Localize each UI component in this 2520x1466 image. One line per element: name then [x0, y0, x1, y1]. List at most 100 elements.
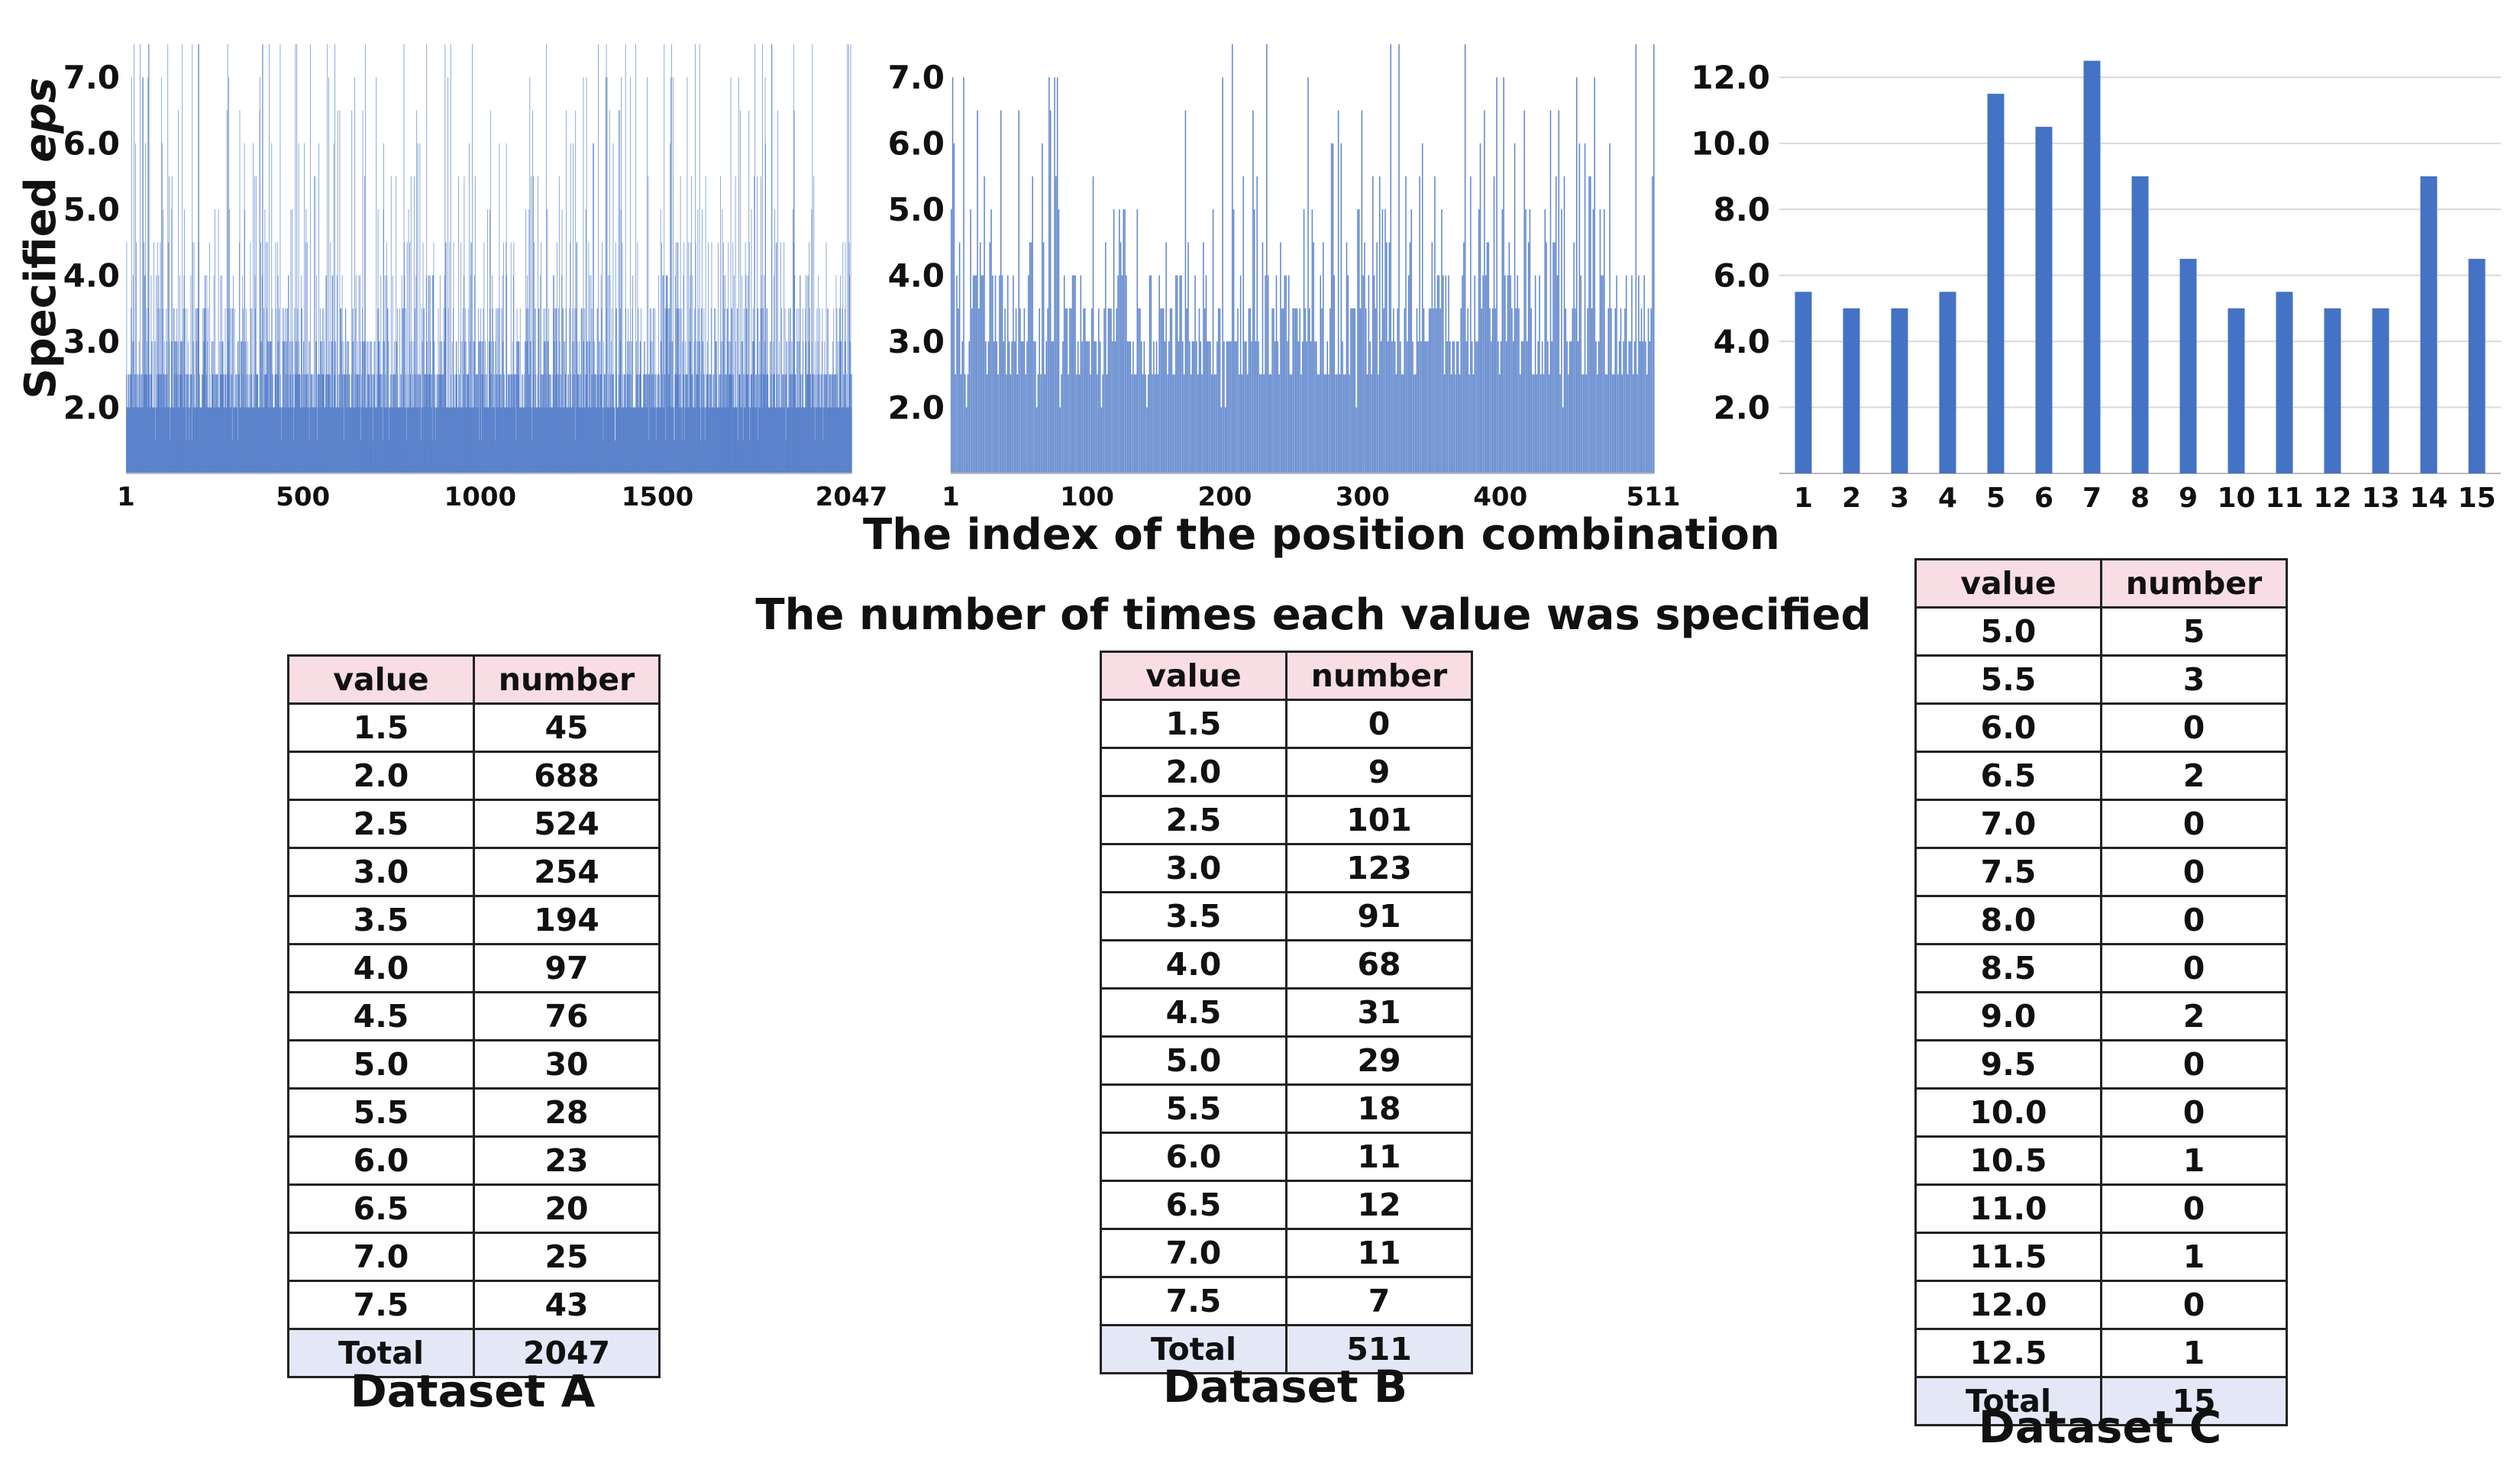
bar	[743, 374, 745, 473]
bar	[519, 407, 521, 473]
table-row: 3.0 254	[287, 847, 661, 897]
bar	[778, 374, 780, 473]
bar	[508, 407, 509, 473]
bar	[250, 242, 251, 473]
bar	[1256, 176, 1258, 474]
bar	[160, 374, 162, 473]
bar	[442, 374, 444, 473]
number-cell: 7	[1285, 1276, 1473, 1326]
bar	[1029, 242, 1031, 473]
bar	[432, 275, 434, 473]
bar	[519, 308, 521, 473]
bar	[305, 209, 307, 473]
bar	[189, 374, 190, 473]
bar	[577, 341, 578, 473]
bar	[1044, 374, 1046, 473]
bar	[1242, 176, 1244, 474]
bar	[538, 407, 539, 473]
bar	[489, 209, 490, 473]
bar	[725, 407, 727, 473]
bar	[496, 374, 498, 473]
bar	[409, 341, 411, 473]
bar	[620, 209, 622, 473]
bar	[522, 407, 523, 473]
bar	[977, 110, 978, 473]
bar	[473, 341, 474, 473]
bar	[712, 407, 714, 473]
bar	[1523, 110, 1525, 473]
bar	[1267, 275, 1269, 473]
bar	[1572, 308, 1574, 473]
bar	[633, 407, 635, 473]
bar	[675, 242, 677, 473]
bar	[737, 308, 738, 473]
bar	[630, 77, 632, 474]
bar	[438, 374, 439, 473]
bar	[587, 341, 588, 473]
bar	[381, 407, 383, 473]
bar	[292, 374, 293, 473]
bar	[503, 374, 505, 473]
bar	[1649, 341, 1651, 473]
bar	[417, 374, 418, 473]
bar	[252, 407, 254, 473]
bar	[809, 308, 811, 473]
bar	[1190, 374, 1192, 473]
bar	[405, 440, 407, 473]
bar	[1534, 275, 1536, 473]
bar	[178, 110, 179, 473]
bar	[691, 374, 693, 473]
bar	[436, 407, 438, 473]
bar	[180, 341, 182, 473]
bar	[1653, 44, 1655, 473]
bar	[1058, 209, 1060, 473]
bar	[237, 341, 239, 473]
bar	[696, 374, 697, 473]
value-cell: 7.5	[1914, 847, 2102, 897]
bar	[293, 440, 294, 473]
bar	[692, 407, 693, 473]
bar	[429, 275, 431, 473]
bar	[1616, 275, 1617, 473]
value-cell: 5.5	[1914, 654, 2102, 705]
bar	[1161, 308, 1163, 473]
bar	[1013, 341, 1016, 473]
bar	[506, 407, 508, 473]
bar	[749, 407, 751, 473]
bar	[674, 440, 675, 473]
bar	[1176, 275, 1178, 473]
bar	[1539, 275, 1540, 473]
bar	[418, 374, 419, 473]
bar	[1169, 308, 1171, 473]
bar	[462, 308, 464, 473]
bar	[826, 374, 827, 473]
bar	[454, 374, 455, 473]
bar	[458, 176, 459, 474]
bar	[567, 374, 568, 473]
bar	[305, 242, 306, 473]
bar	[1435, 308, 1437, 473]
bar	[164, 341, 165, 473]
bar	[587, 407, 589, 473]
bar	[430, 341, 431, 473]
bar	[1142, 374, 1144, 473]
bar	[2228, 308, 2245, 473]
y-tick-label: 4.0	[1714, 323, 1770, 360]
bar	[509, 407, 511, 473]
bar	[699, 341, 701, 473]
table-row: 10.0 0	[1914, 1087, 2288, 1138]
bar	[361, 341, 363, 473]
bar	[848, 44, 849, 473]
bar	[804, 407, 806, 473]
bar	[628, 341, 630, 473]
bar	[330, 242, 331, 473]
bar	[507, 407, 508, 473]
bar	[510, 242, 512, 473]
number-cell: 0	[2100, 895, 2288, 945]
bar	[1636, 374, 1638, 473]
bar	[690, 374, 692, 473]
bar	[197, 407, 199, 473]
bar	[1491, 341, 1492, 473]
bar	[815, 407, 816, 473]
bar	[1546, 242, 1547, 473]
